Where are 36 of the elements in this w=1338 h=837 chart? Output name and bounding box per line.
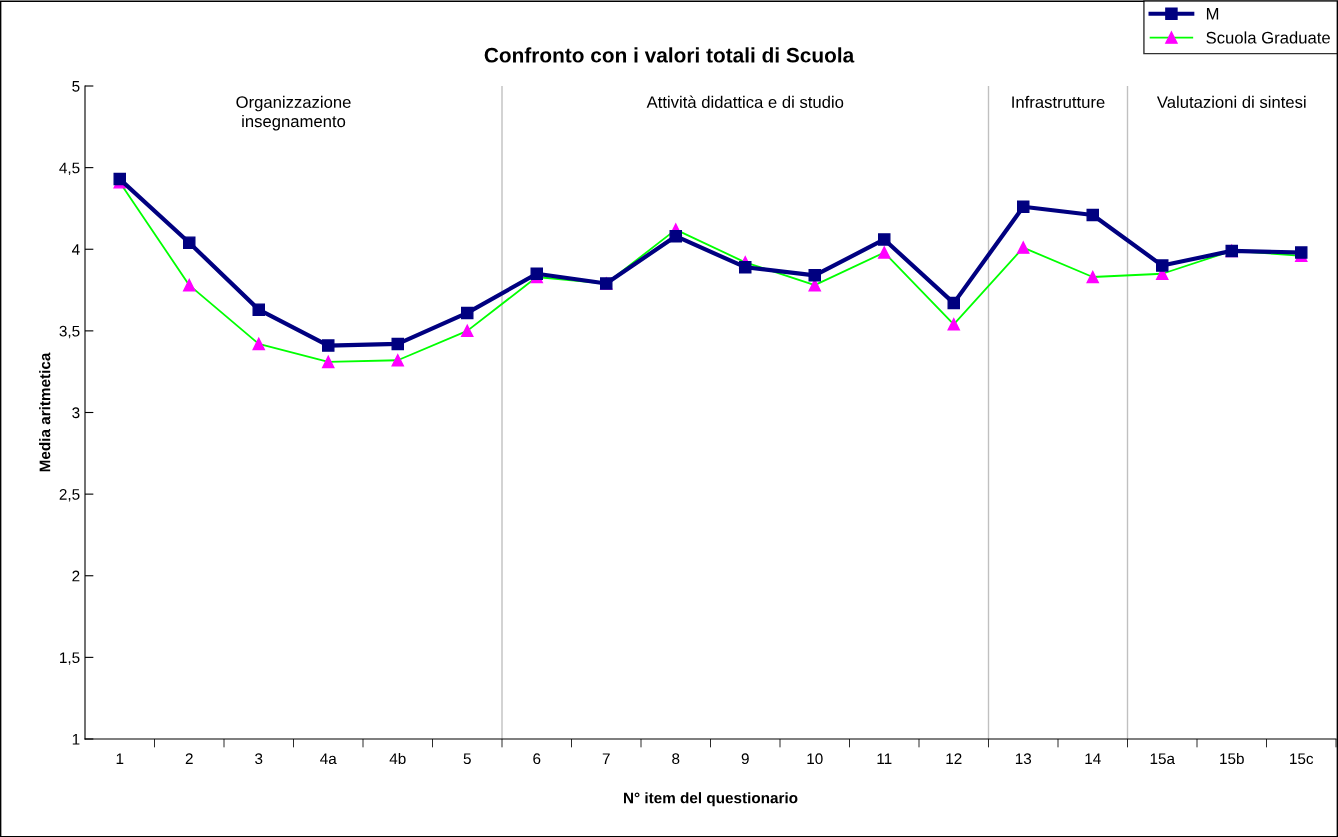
legend-label: Scuola Graduate [1206,31,1330,44]
y-tick-label: 3 [72,407,80,419]
x-tick-label: 5 [463,753,471,765]
x-tick-label: 12 [946,753,962,764]
x-tick-label: 4a [320,753,337,765]
x-tick-label: 1 [116,753,124,764]
y-tick-label: 4,5 [59,162,80,176]
x-tick-label: 2 [185,753,193,764]
x-tick-label: 15a [1150,753,1175,765]
x-tick-label: 13 [1015,753,1032,765]
y-axis-title: Media aritmetica [39,352,51,472]
x-tick-label: 9 [741,753,749,765]
annotation: Valutazioni di sintesi [1156,95,1306,109]
annotation: Infrastrutture [1012,95,1105,109]
y-tick-label: 5 [72,81,80,92]
x-tick-label: 7 [602,753,610,764]
annotation: Attività didattica e di studio [646,95,844,109]
y-tick-label: 3,5 [59,325,80,339]
x-tick-label: 15b [1220,752,1244,765]
y-tick-label: 2 [72,570,80,582]
annotation: Organizzazione insegnamento [236,95,351,131]
x-tick-label: 14 [1085,753,1101,764]
x-tick-label: 3 [255,753,263,765]
x-tick-label: 4b [389,752,406,765]
x-tick-label: 8 [672,753,680,765]
x-tick-label: 6 [533,753,541,765]
x-tick-label: 15c [1290,753,1314,765]
chart-title: Confronto con i valori totali di Scuola [484,47,855,63]
y-tick-label: 1 [72,734,80,745]
y-tick-label: 4 [71,244,80,255]
legend-label: M [1206,8,1219,20]
x-tick-label: 11 [877,753,892,764]
x-tick-label: 10 [807,753,823,765]
y-tick-label: 2,5 [59,488,80,502]
y-tick-label: 1,5 [60,652,80,665]
x-axis-title: N° item del questionario [624,792,798,807]
